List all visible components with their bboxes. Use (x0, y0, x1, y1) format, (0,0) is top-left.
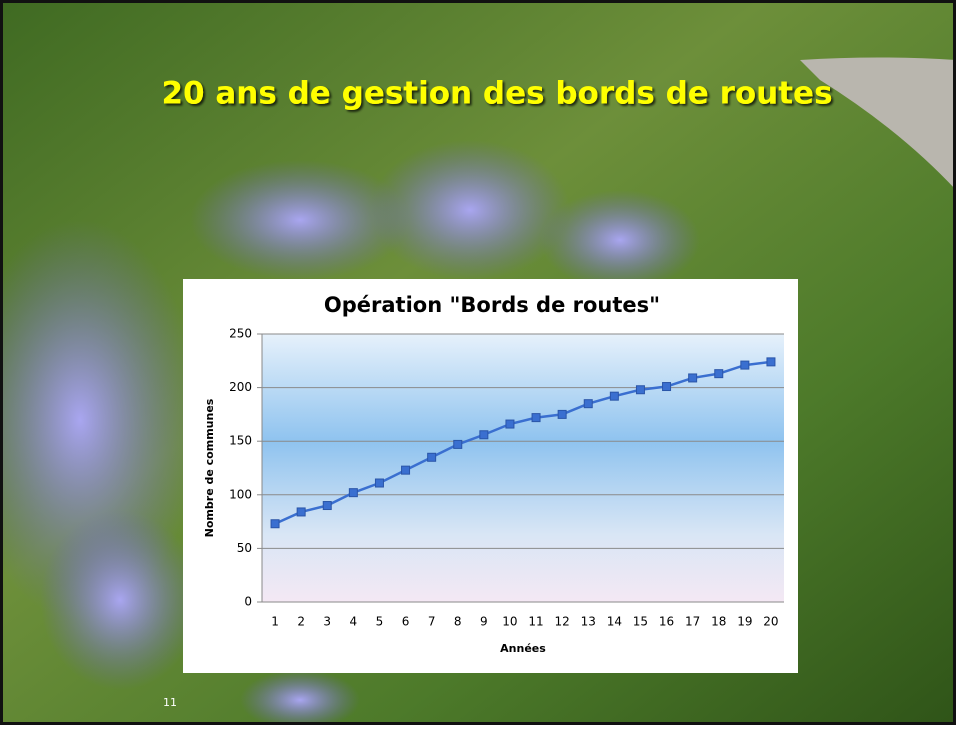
x-tick-label: 10 (502, 615, 517, 629)
x-tick-label: 7 (428, 615, 436, 629)
x-tick-label: 11 (528, 615, 543, 629)
plot-area (262, 334, 784, 602)
data-point (636, 386, 644, 394)
data-point (767, 358, 775, 366)
y-tick-label: 200 (229, 380, 252, 394)
x-tick-label: 18 (711, 615, 726, 629)
x-tick-label: 8 (454, 615, 462, 629)
x-tick-label: 4 (350, 615, 358, 629)
x-tick-label: 2 (297, 615, 305, 629)
slide-number: 11 (163, 696, 177, 709)
data-point (689, 374, 697, 382)
data-point (454, 440, 462, 448)
data-point (663, 383, 671, 391)
x-tick-label: 3 (323, 615, 331, 629)
slide: 20 ans de gestion des bords de routes 11… (0, 0, 956, 725)
x-tick-label: 14 (607, 615, 622, 629)
x-tick-label: 5 (376, 615, 384, 629)
data-point (532, 414, 540, 422)
x-tick-label: 6 (402, 615, 410, 629)
x-tick-label: 9 (480, 615, 488, 629)
y-tick-label: 150 (229, 434, 252, 448)
x-tick-label: 1 (271, 615, 279, 629)
data-point (323, 502, 331, 510)
x-tick-label: 19 (737, 615, 752, 629)
y-tick-label: 250 (229, 327, 252, 341)
data-point (610, 392, 618, 400)
x-tick-label: 15 (633, 615, 648, 629)
x-tick-label: 20 (763, 615, 778, 629)
x-tick-label: 12 (555, 615, 570, 629)
data-point (271, 520, 279, 528)
data-point (715, 370, 723, 378)
slide-title: 20 ans de gestion des bords de routes (161, 76, 832, 112)
y-tick-label: 0 (244, 595, 252, 609)
x-axis-label: Années (500, 642, 546, 655)
data-point (375, 479, 383, 487)
data-point (584, 400, 592, 408)
x-tick-label: 16 (659, 615, 674, 629)
y-tick-label: 50 (237, 541, 252, 555)
data-point (349, 489, 357, 497)
data-point (402, 466, 410, 474)
data-point (480, 431, 488, 439)
data-point (428, 453, 436, 461)
x-tick-label: 13 (581, 615, 596, 629)
data-point (297, 508, 305, 516)
data-point (741, 361, 749, 369)
chart-title: Opération "Bords de routes" (324, 293, 660, 317)
x-tick-label: 17 (685, 615, 700, 629)
data-point (558, 410, 566, 418)
data-point (506, 420, 514, 428)
y-axis-label: Nombre de communes (203, 398, 216, 537)
y-tick-label: 100 (229, 487, 252, 501)
